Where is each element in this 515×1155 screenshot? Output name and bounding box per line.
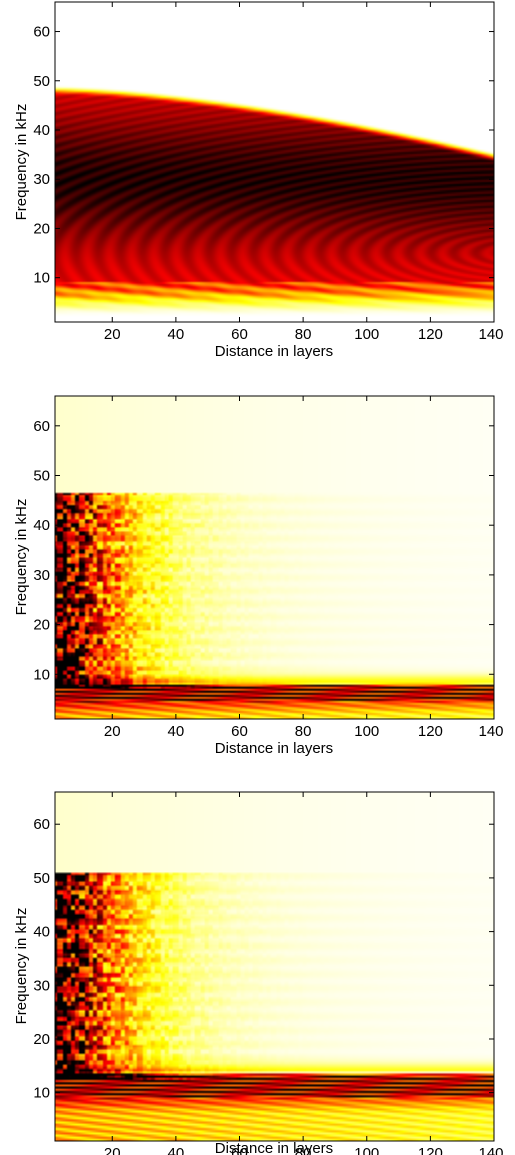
y-tick-label: 30: [33, 171, 50, 188]
y-tick-label: 20: [33, 1031, 50, 1048]
y-tick-label: 20: [33, 617, 50, 634]
y-tick-label: 30: [33, 567, 50, 584]
y-tick-label: 10: [33, 666, 50, 683]
y-tick-label: 40: [33, 122, 50, 139]
y-tick-label: 30: [33, 977, 50, 994]
y-axis-label-1: Frequency in kHz: [13, 104, 30, 221]
x-tick-label: 80: [295, 723, 312, 740]
x-tick-label: 140: [478, 326, 503, 343]
y-tick-label: 10: [33, 270, 50, 287]
x-axis-label-3: Distance in layers: [215, 1140, 333, 1155]
x-tick-label: 60: [231, 723, 248, 740]
x-tick-label: 20: [104, 723, 121, 740]
x-tick-label: 140: [478, 1145, 503, 1155]
y-tick-label: 50: [33, 73, 50, 90]
x-tick-label: 140: [478, 723, 503, 740]
x-tick-label: 20: [104, 326, 121, 343]
x-tick-label: 20: [104, 1145, 121, 1155]
y-tick-label: 60: [33, 418, 50, 435]
y-tick-label: 50: [33, 870, 50, 887]
heatmap-image-3: [55, 792, 494, 1141]
x-tick-label: 100: [354, 723, 379, 740]
x-tick-label: 60: [231, 1145, 248, 1155]
x-tick-label: 120: [418, 1145, 443, 1155]
x-tick-label: 80: [295, 326, 312, 343]
x-axis-label-1: Distance in layers: [215, 343, 333, 360]
x-tick-label: 120: [418, 723, 443, 740]
y-axis-label-3: Frequency in kHz: [13, 908, 30, 1025]
plot-frame-2: [54, 395, 495, 720]
x-axis-label-2: Distance in layers: [215, 740, 333, 757]
heatmap-image-1: [55, 2, 494, 322]
y-tick-label: 40: [33, 517, 50, 534]
y-tick-label: 10: [33, 1085, 50, 1102]
y-tick-label: 20: [33, 220, 50, 237]
x-tick-label: 40: [168, 326, 185, 343]
y-ticks-1: 10 20 30 40 50 60: [33, 24, 494, 287]
x-ticks-1: 20 40 60 80 100 120 140: [104, 2, 504, 343]
heatmap-image-2: [55, 396, 494, 719]
x-ticks-2: 20 40 60 80 100 120 140: [104, 396, 504, 740]
panel-3: 10 20 30 40 50 60 20 40 60 80 100 120 140 Distance …: [13, 791, 504, 1155]
x-tick-label: 60: [231, 326, 248, 343]
y-tick-label: 60: [33, 816, 50, 833]
y-axis-label-2: Frequency in kHz: [13, 499, 30, 616]
x-tick-label: 40: [168, 723, 185, 740]
y-tick-label: 50: [33, 468, 50, 485]
plot-frame-1: [54, 1, 495, 323]
x-ticks-3: 20 40 60 80 100 120 140: [104, 792, 504, 1155]
x-tick-label: 100: [354, 326, 379, 343]
x-tick-label: 40: [168, 1145, 185, 1155]
panel-1: 10 20 30 40 50 60 20 40 60 80 100 120 140 Distance …: [13, 1, 504, 360]
x-tick-label: 120: [418, 326, 443, 343]
plot-frame-3: [54, 791, 495, 1142]
panel-2: 10 20 30 40 50 60 20 40 60 80 100 120 140 Distance …: [13, 395, 504, 757]
y-tick-label: 40: [33, 924, 50, 941]
x-tick-label: 80: [295, 1145, 312, 1155]
x-tick-label: 100: [354, 1145, 379, 1155]
y-ticks-2: 10 20 30 40 50 60: [33, 418, 494, 683]
y-ticks-3: 10 20 30 40 50 60: [33, 816, 494, 1102]
y-tick-label: 60: [33, 24, 50, 41]
